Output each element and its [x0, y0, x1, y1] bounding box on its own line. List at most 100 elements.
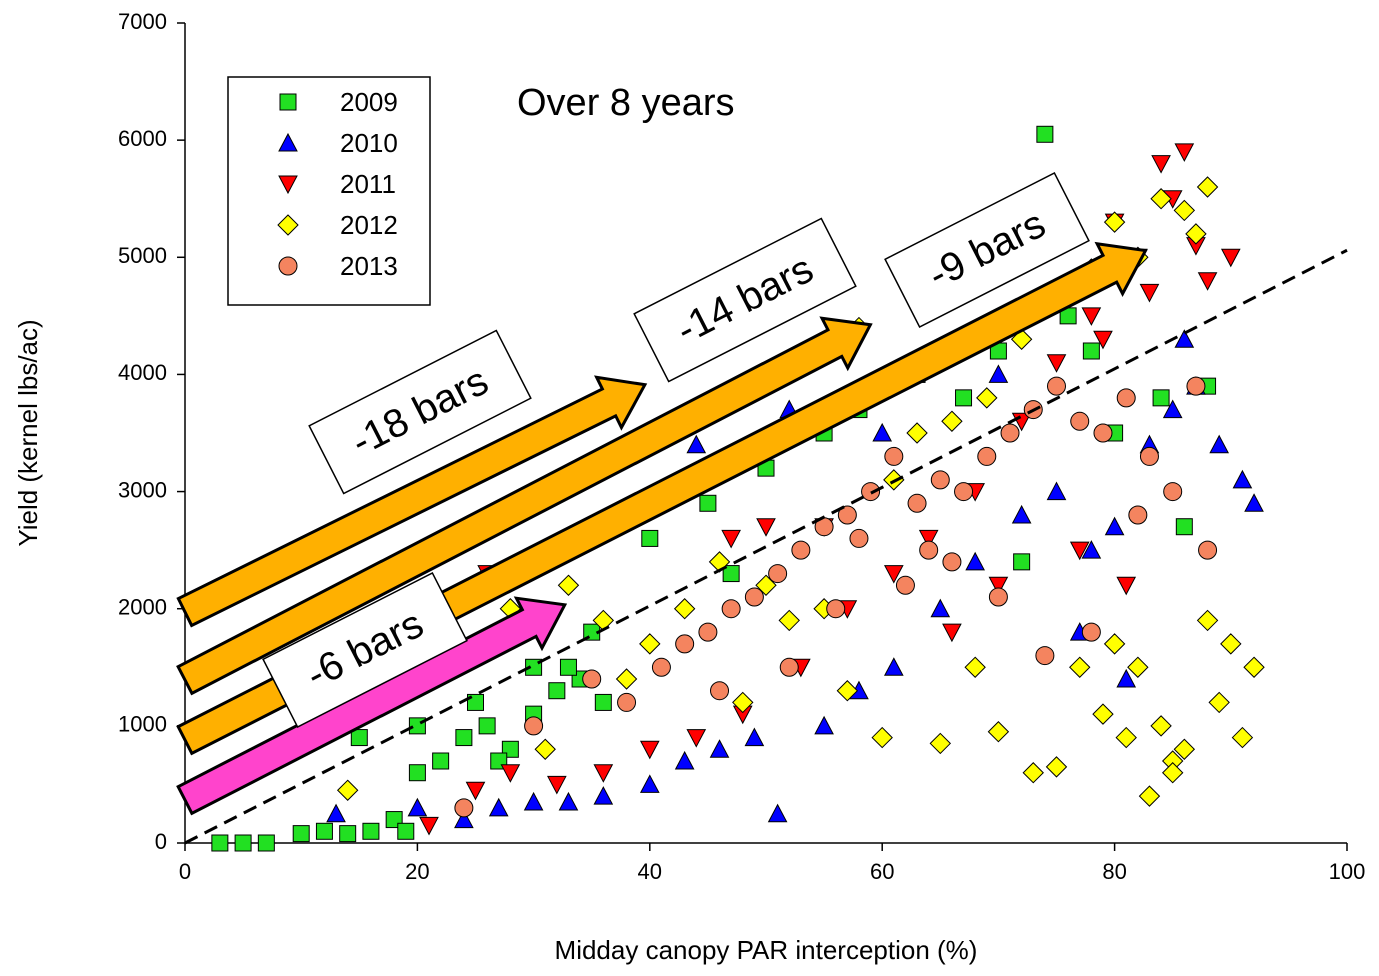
x-tick-label: 0	[179, 859, 191, 884]
point	[641, 529, 659, 547]
point	[557, 574, 580, 596]
point	[919, 540, 939, 560]
point	[942, 623, 962, 643]
y-tick-label: 3000	[118, 477, 167, 502]
legend-marker	[278, 256, 298, 276]
point	[1046, 354, 1067, 373]
point	[1000, 423, 1020, 443]
point	[524, 716, 544, 736]
point	[1185, 223, 1207, 245]
point	[1069, 656, 1091, 678]
legend-marker	[277, 214, 299, 236]
legend-label: 2012	[340, 210, 398, 240]
point	[1220, 633, 1242, 655]
point	[534, 738, 556, 760]
point	[699, 494, 717, 512]
point	[1103, 211, 1126, 233]
point	[942, 552, 962, 572]
legend-marker	[279, 93, 297, 111]
point	[594, 693, 612, 711]
y-axis-title: Yield (kernel lbs/ac)	[13, 319, 43, 546]
point	[988, 364, 1009, 383]
arrows: -18 bars -14 bars -9 bars -6 bars	[176, 172, 1148, 816]
point	[1081, 540, 1102, 559]
point	[559, 658, 577, 676]
point	[582, 669, 602, 689]
point	[547, 775, 567, 795]
y-tick-label: 1000	[118, 712, 167, 737]
arrow-shape	[176, 316, 873, 696]
y-tick-label: 7000	[118, 9, 167, 34]
y-tick-label: 2000	[118, 595, 167, 620]
point	[826, 599, 846, 619]
point	[1116, 576, 1137, 596]
point	[419, 816, 439, 836]
point	[1081, 622, 1101, 642]
point	[871, 726, 893, 749]
x-tick-label: 20	[405, 859, 429, 884]
arrow-shape	[176, 596, 568, 816]
y-tick-label: 6000	[118, 126, 167, 151]
point	[1093, 330, 1113, 350]
point	[1150, 715, 1172, 737]
point	[988, 576, 1009, 596]
point	[872, 422, 893, 442]
point	[500, 764, 521, 783]
point	[929, 732, 952, 755]
point	[744, 587, 764, 607]
point	[1198, 540, 1218, 560]
point	[1046, 481, 1067, 501]
point	[791, 540, 811, 560]
label-box-rect	[633, 217, 857, 383]
point	[686, 729, 707, 748]
label-box-rect	[884, 172, 1090, 328]
point	[1116, 388, 1136, 408]
point	[1128, 505, 1148, 525]
arrow-shape	[176, 375, 648, 628]
label-box-rect	[262, 572, 468, 728]
point	[407, 797, 428, 817]
point	[675, 634, 695, 654]
point	[941, 410, 963, 432]
point	[883, 565, 904, 584]
point	[849, 528, 869, 548]
point	[895, 575, 915, 595]
point	[1162, 399, 1183, 419]
point	[1013, 553, 1031, 571]
point	[350, 729, 368, 747]
point	[1036, 125, 1054, 143]
point	[488, 797, 509, 817]
point	[918, 529, 939, 549]
point	[292, 825, 310, 843]
point	[1197, 272, 1218, 291]
point	[976, 387, 998, 409]
point	[1208, 691, 1230, 714]
point	[1152, 389, 1170, 407]
point	[639, 740, 660, 760]
point	[617, 692, 637, 712]
point	[523, 791, 544, 811]
point	[721, 599, 741, 619]
legend-label: 2011	[340, 169, 396, 199]
point	[673, 598, 696, 620]
series	[454, 376, 1218, 818]
point	[1232, 469, 1253, 489]
point	[1069, 541, 1090, 561]
arrow	[176, 375, 648, 628]
x-axis-title: Midday canopy PAR interception (%)	[555, 935, 978, 965]
point	[1174, 329, 1195, 348]
point	[709, 739, 730, 758]
point	[988, 587, 1008, 607]
point	[674, 750, 695, 770]
point	[593, 786, 614, 805]
point	[1139, 446, 1159, 466]
point	[315, 822, 333, 840]
legend-label: 2010	[340, 128, 398, 158]
point	[977, 446, 997, 466]
plot-area: 0 1000 2000 3000 4000 5000 6000 7000 0 20 40 60 80 10…	[118, 9, 1365, 884]
point	[906, 422, 928, 444]
legend: 2009 2010 2011 2012 2013	[227, 76, 431, 306]
point	[593, 764, 614, 783]
point	[1196, 176, 1219, 198]
